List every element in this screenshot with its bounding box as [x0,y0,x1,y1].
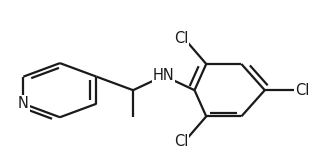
Text: Cl: Cl [174,134,188,149]
Text: Cl: Cl [295,83,310,98]
Text: Cl: Cl [174,31,188,46]
Text: HN: HN [153,68,175,83]
Text: N: N [18,96,29,111]
